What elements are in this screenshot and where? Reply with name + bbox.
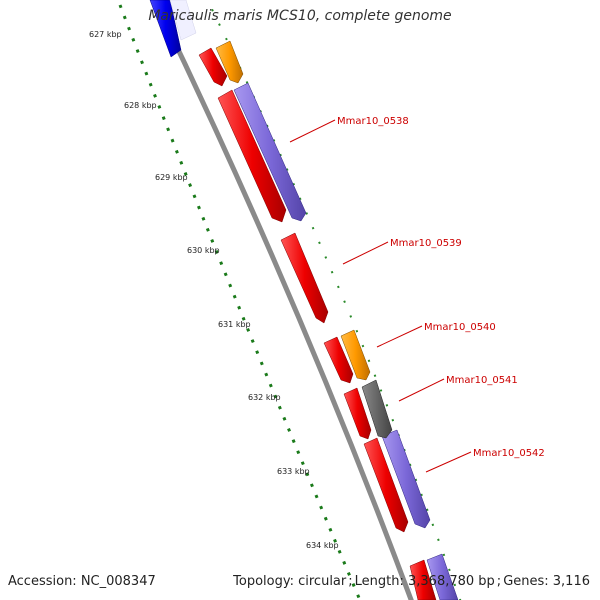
gene-label-0541[interactable]: Mmar10_0541: [446, 375, 518, 386]
feature-white-top: [169, 0, 197, 41]
scale-ruler: [118, 4, 362, 600]
feature-purple-2: [381, 429, 431, 529]
map-title: Maricaulis maris MCS10, complete genome: [148, 8, 452, 24]
scale-label-627: 627 kbp: [89, 30, 122, 39]
scale-label-634: 634 kbp: [306, 541, 339, 550]
feature-red-5: [343, 387, 372, 440]
feature-orange-1: [215, 40, 244, 84]
feature-blue-top: [149, 0, 182, 58]
scale-label-628: 628 kbp: [124, 101, 157, 110]
leader-line-0538: [289, 119, 336, 143]
accession-label: Accession: NC_008347: [8, 574, 156, 589]
genome-stats: Topology: circular; Length: 3,368,780 bp;…: [233, 574, 590, 589]
feature-gray-1: [361, 379, 393, 439]
feature-red-1: [198, 47, 228, 87]
feature-red-2: [217, 89, 287, 223]
genome-backbone: [151, 0, 414, 600]
length-label: Length: 3,368,780 bp: [354, 574, 495, 589]
leader-line-0540: [376, 325, 423, 348]
gene-label-0540[interactable]: Mmar10_0540: [424, 322, 496, 333]
feature-red-7: [409, 559, 437, 600]
stats-separator: ;: [496, 574, 502, 589]
feature-purple-1: [233, 82, 307, 222]
feature-red-3: [280, 232, 329, 324]
scale-label-631: 631 kbp: [218, 320, 251, 329]
gene-label-0538[interactable]: Mmar10_0538: [337, 116, 409, 127]
scale-label-629: 629 kbp: [155, 173, 188, 182]
topology-label: Topology: circular: [233, 574, 347, 589]
scale-label-632: 632 kbp: [248, 393, 281, 402]
feature-red-6: [363, 437, 409, 533]
scale-label-630: 630 kbp: [187, 246, 220, 255]
feature-purple-3: [426, 553, 459, 600]
feature-red-4: [323, 336, 354, 384]
feature-orange-2: [340, 329, 371, 381]
leader-line-0539: [342, 241, 389, 265]
stats-separator: ;: [348, 574, 353, 589]
genes-label: Genes: 3,116: [503, 574, 590, 589]
gene-label-0539[interactable]: Mmar10_0539: [390, 238, 462, 249]
leader-line-0542: [425, 451, 472, 473]
scale-label-633: 633 kbp: [277, 467, 310, 476]
leader-line-0541: [398, 378, 445, 402]
gene-label-0542[interactable]: Mmar10_0542: [473, 448, 545, 459]
